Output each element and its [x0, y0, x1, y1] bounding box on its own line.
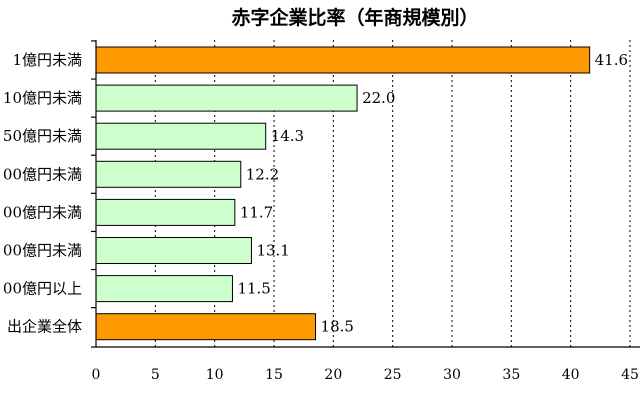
value-label: 13.1	[256, 242, 289, 260]
x-tick-label: 5	[151, 367, 160, 383]
x-tick-label: 0	[92, 367, 101, 383]
bar-3	[95, 122, 267, 150]
bar-1	[95, 46, 591, 74]
value-label: 41.6	[595, 51, 628, 69]
category-label: 出企業全体	[7, 318, 82, 336]
value-label: 12.2	[246, 165, 279, 183]
labels: 0 5 10 15 20 25 30 35 40 45 41.6 1億円未満 22.0 10億円未満 14.…	[3, 51, 639, 383]
category-label: 1億円未満	[12, 51, 82, 69]
bar-6	[95, 237, 252, 264]
category-label: 00億円以上	[3, 280, 82, 298]
category-label: 10億円未満	[3, 89, 82, 107]
value-label: 11.7	[240, 203, 273, 221]
x-tick-label: 10	[206, 367, 224, 383]
axes	[91, 40, 640, 348]
value-label: 18.5	[321, 318, 354, 336]
category-label: 00億円未満	[3, 203, 82, 221]
bar-2	[95, 84, 358, 112]
x-tick-label: 15	[265, 367, 283, 383]
category-label: 00億円未満	[3, 242, 82, 260]
category-label: 00億円未満	[3, 165, 82, 183]
value-label: 14.3	[271, 127, 304, 145]
category-label: 50億円未満	[3, 127, 82, 145]
x-tick-label: 20	[324, 367, 342, 383]
x-tick-label: 25	[384, 367, 402, 383]
chart-title: 赤字企業比率（年商規模別）	[231, 6, 478, 29]
bars	[95, 46, 591, 341]
x-tick-label: 40	[562, 367, 580, 383]
x-tick-label: 45	[621, 367, 639, 383]
bar-4	[95, 160, 242, 188]
bar-8	[95, 313, 317, 341]
bar-7	[95, 275, 233, 303]
bar-5	[95, 198, 236, 226]
value-label: 11.5	[237, 280, 270, 298]
value-label: 22.0	[362, 89, 395, 107]
x-tick-label: 30	[443, 367, 461, 383]
x-tick-label: 35	[502, 367, 520, 383]
